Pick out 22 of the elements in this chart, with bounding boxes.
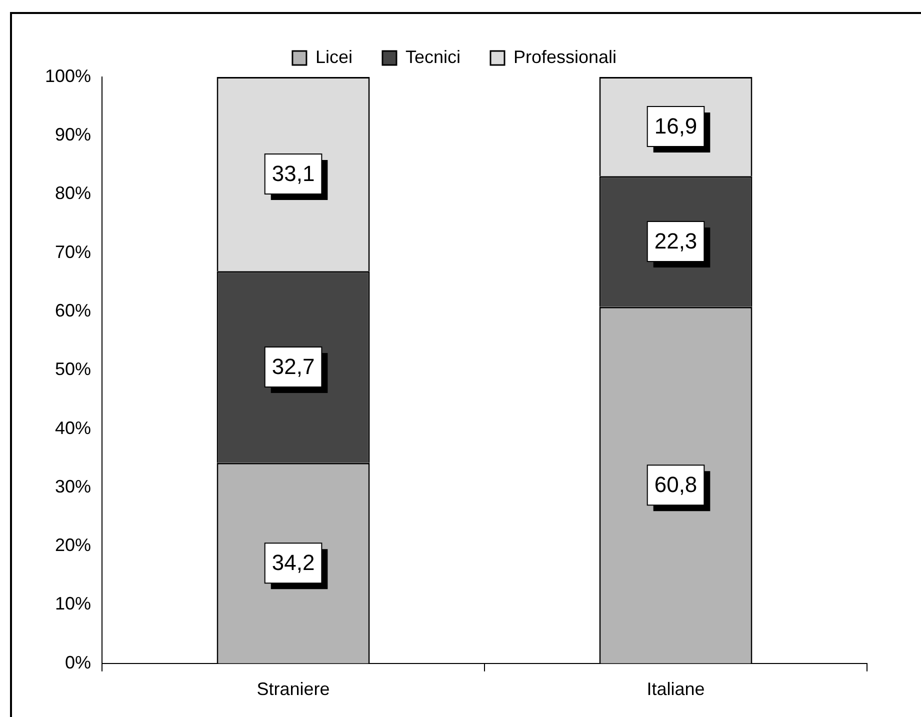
- data-label: 16,9: [654, 114, 698, 139]
- data-label: 60,8: [654, 472, 698, 498]
- y-tick-label: 90%: [55, 124, 92, 145]
- legend-label: Licei: [315, 46, 352, 67]
- data-label: 22,3: [654, 228, 698, 254]
- x-tick-label: Straniere: [256, 679, 330, 700]
- x-tick-label: Italiane: [646, 679, 705, 700]
- data-label: 32,7: [272, 354, 315, 380]
- y-tick-label: 30%: [55, 476, 92, 496]
- y-tick-label: 40%: [55, 418, 92, 438]
- y-tick-label: 20%: [55, 535, 92, 556]
- data-label: 34,2: [272, 550, 315, 576]
- y-tick-label: 100%: [44, 66, 92, 86]
- y-tick-label: 80%: [55, 183, 92, 204]
- data-label: 33,1: [272, 161, 315, 186]
- y-tick-label: 60%: [55, 300, 92, 321]
- y-tick-label: 0%: [65, 652, 92, 672]
- legend-label: Tecnici: [405, 46, 461, 67]
- y-tick-label: 50%: [55, 359, 92, 380]
- y-tick-label: 10%: [55, 594, 92, 614]
- legend-label: Professionali: [513, 46, 617, 67]
- y-tick-label: 70%: [55, 242, 92, 262]
